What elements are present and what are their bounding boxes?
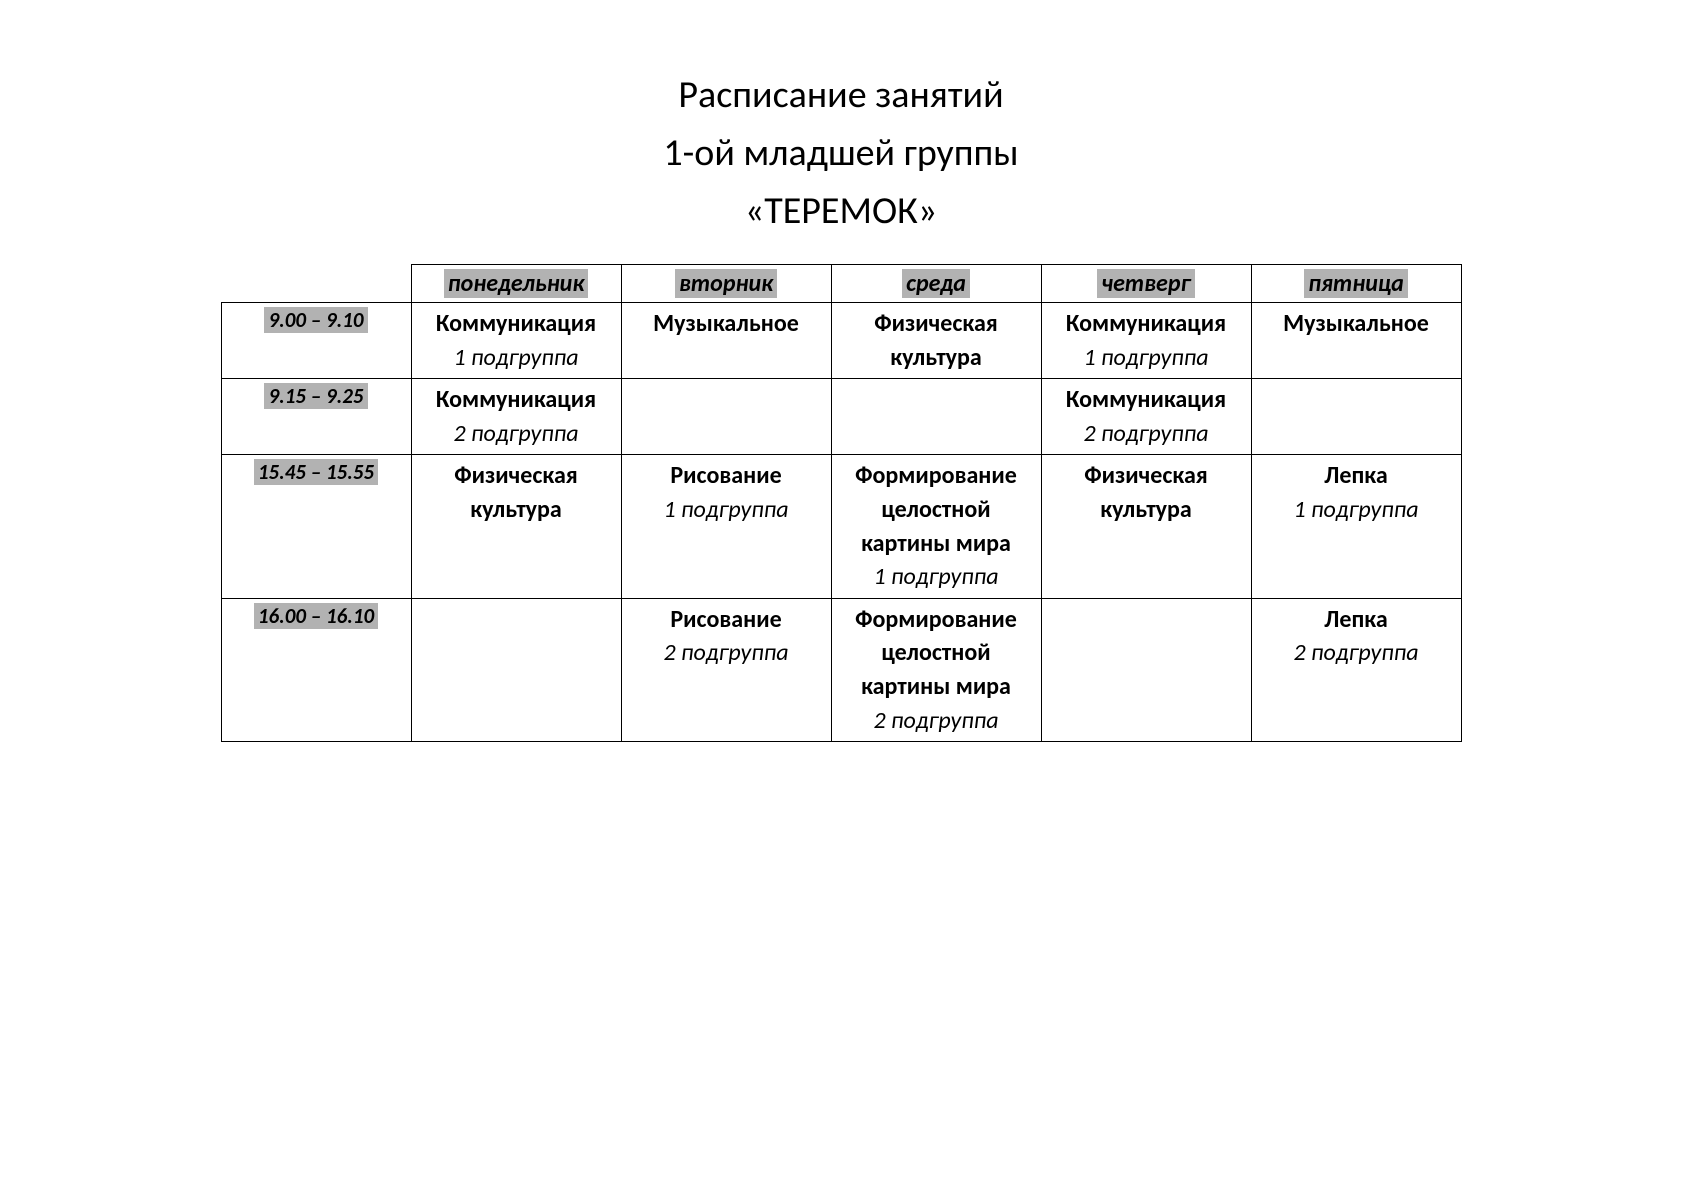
schedule-table: понедельник вторник среда четверг пятниц… bbox=[221, 264, 1462, 742]
cell-main: Музыкальное bbox=[630, 307, 823, 341]
cell-main: Лепка bbox=[1260, 603, 1453, 637]
day-header-mon: понедельник bbox=[411, 265, 621, 303]
cell-main: Лепка bbox=[1260, 459, 1453, 493]
cell-main: Формирование целостной картины мира bbox=[840, 603, 1033, 704]
cell-r0-c0: Коммуникация 1 подгруппа bbox=[411, 303, 621, 379]
cell-r1-c3: Коммуникация 2 подгруппа bbox=[1041, 379, 1251, 455]
time-label-1: 9.15 – 9.25 bbox=[221, 379, 411, 455]
cell-main: Рисование bbox=[630, 603, 823, 637]
cell-r0-c2: Физическая культура bbox=[831, 303, 1041, 379]
cell-r1-c4 bbox=[1251, 379, 1461, 455]
cell-r3-c4: Лепка 2 подгруппа bbox=[1251, 598, 1461, 741]
cell-r1-c0: Коммуникация 2 подгруппа bbox=[411, 379, 621, 455]
cell-sub: 2 подгруппа bbox=[630, 636, 823, 670]
cell-main: Коммуникация bbox=[1050, 307, 1243, 341]
time-label-0: 9.00 – 9.10 bbox=[221, 303, 411, 379]
corner-cell bbox=[221, 265, 411, 303]
table-row: 15.45 – 15.55 Физическая культура Рисова… bbox=[221, 455, 1461, 598]
cell-r3-c1: Рисование 2 подгруппа bbox=[621, 598, 831, 741]
cell-sub: 2 подгруппа bbox=[840, 704, 1033, 738]
cell-r3-c3 bbox=[1041, 598, 1251, 741]
cell-main: Музыкальное bbox=[1260, 307, 1453, 341]
cell-r2-c4: Лепка 1 подгруппа bbox=[1251, 455, 1461, 598]
cell-sub: 1 подгруппа bbox=[840, 560, 1033, 594]
cell-r3-c0 bbox=[411, 598, 621, 741]
day-header-fri: пятница bbox=[1251, 265, 1461, 303]
table-row: 9.00 – 9.10 Коммуникация 1 подгруппа Муз… bbox=[221, 303, 1461, 379]
cell-r2-c2: Формирование целостной картины мира 1 по… bbox=[831, 455, 1041, 598]
day-header-wed: среда bbox=[831, 265, 1041, 303]
cell-sub: 2 подгруппа bbox=[1260, 636, 1453, 670]
table-row: 16.00 – 16.10 Рисование 2 подгруппа Форм… bbox=[221, 598, 1461, 741]
cell-sub: 1 подгруппа bbox=[1050, 341, 1243, 375]
cell-r2-c3: Физическая культура bbox=[1041, 455, 1251, 598]
cell-main: Физическая культура bbox=[840, 307, 1033, 374]
cell-r3-c2: Формирование целостной картины мира 2 по… bbox=[831, 598, 1041, 741]
cell-r1-c1 bbox=[621, 379, 831, 455]
cell-sub: 2 подгруппа bbox=[420, 417, 613, 451]
cell-r2-c1: Рисование 1 подгруппа bbox=[621, 455, 831, 598]
day-header-tue: вторник bbox=[621, 265, 831, 303]
cell-r0-c1: Музыкальное bbox=[621, 303, 831, 379]
cell-main: Коммуникация bbox=[420, 307, 613, 341]
header-line-3: «ТЕРЕМОК» bbox=[30, 188, 1652, 234]
cell-main: Рисование bbox=[630, 459, 823, 493]
cell-main: Коммуникация bbox=[420, 383, 613, 417]
cell-main: Физическая культура bbox=[420, 459, 613, 526]
header-row: понедельник вторник среда четверг пятниц… bbox=[221, 265, 1461, 303]
cell-r0-c3: Коммуникация 1 подгруппа bbox=[1041, 303, 1251, 379]
table-row: 9.15 – 9.25 Коммуникация 2 подгруппа Ком… bbox=[221, 379, 1461, 455]
cell-main: Коммуникация bbox=[1050, 383, 1243, 417]
time-label-2: 15.45 – 15.55 bbox=[221, 455, 411, 598]
cell-sub: 1 подгруппа bbox=[1260, 493, 1453, 527]
cell-main: Физическая культура bbox=[1050, 459, 1243, 526]
cell-r2-c0: Физическая культура bbox=[411, 455, 621, 598]
cell-sub: 1 подгруппа bbox=[420, 341, 613, 375]
day-header-thu: четверг bbox=[1041, 265, 1251, 303]
page-header: Расписание занятий 1-ой младшей группы «… bbox=[30, 72, 1652, 234]
cell-sub: 2 подгруппа bbox=[1050, 417, 1243, 451]
cell-sub: 1 подгруппа bbox=[630, 493, 823, 527]
cell-main: Формирование целостной картины мира bbox=[840, 459, 1033, 560]
cell-r1-c2 bbox=[831, 379, 1041, 455]
header-line-2: 1-ой младшей группы bbox=[30, 130, 1652, 176]
time-label-3: 16.00 – 16.10 bbox=[221, 598, 411, 741]
cell-r0-c4: Музыкальное bbox=[1251, 303, 1461, 379]
header-line-1: Расписание занятий bbox=[30, 72, 1652, 118]
